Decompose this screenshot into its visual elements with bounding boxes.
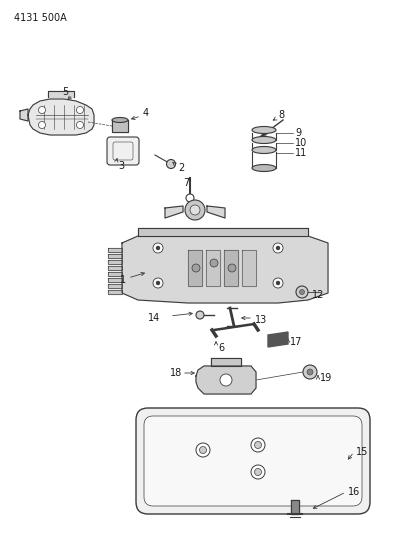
FancyBboxPatch shape — [136, 408, 369, 514]
Polygon shape — [20, 109, 28, 121]
Polygon shape — [196, 366, 255, 394]
Ellipse shape — [112, 117, 128, 123]
Text: 12: 12 — [311, 290, 324, 300]
Ellipse shape — [252, 136, 275, 143]
Polygon shape — [108, 254, 122, 258]
Circle shape — [38, 122, 45, 128]
Circle shape — [38, 107, 45, 114]
Text: 3: 3 — [118, 161, 124, 171]
Circle shape — [254, 469, 261, 475]
Polygon shape — [112, 120, 128, 132]
Circle shape — [299, 289, 304, 295]
Polygon shape — [48, 91, 74, 97]
Polygon shape — [267, 332, 287, 347]
Circle shape — [272, 278, 282, 288]
Circle shape — [155, 246, 160, 250]
Polygon shape — [188, 250, 202, 286]
Polygon shape — [122, 232, 327, 303]
Circle shape — [153, 278, 163, 288]
Circle shape — [199, 447, 206, 454]
Polygon shape — [108, 290, 122, 294]
Circle shape — [184, 200, 204, 220]
Text: 11: 11 — [294, 148, 306, 158]
Circle shape — [189, 205, 200, 215]
Text: 2: 2 — [178, 163, 184, 173]
Text: 8: 8 — [277, 110, 283, 120]
Polygon shape — [108, 260, 122, 264]
Text: 18: 18 — [170, 368, 182, 378]
Text: 5: 5 — [62, 87, 68, 97]
Circle shape — [275, 246, 279, 250]
Circle shape — [166, 159, 175, 168]
Polygon shape — [211, 358, 240, 366]
FancyBboxPatch shape — [107, 137, 139, 165]
Text: 15: 15 — [355, 447, 367, 457]
Circle shape — [155, 281, 160, 285]
Polygon shape — [108, 284, 122, 288]
Circle shape — [196, 443, 209, 457]
Text: 16: 16 — [347, 487, 360, 497]
Ellipse shape — [252, 165, 275, 172]
Text: 10: 10 — [294, 138, 306, 148]
Circle shape — [76, 107, 83, 114]
Circle shape — [209, 259, 218, 267]
Circle shape — [76, 122, 83, 128]
Text: 9: 9 — [294, 128, 300, 138]
Circle shape — [196, 311, 204, 319]
Circle shape — [186, 194, 193, 202]
Polygon shape — [290, 500, 298, 514]
FancyBboxPatch shape — [144, 416, 361, 506]
Polygon shape — [223, 250, 237, 286]
Circle shape — [272, 243, 282, 253]
Polygon shape — [108, 266, 122, 270]
Ellipse shape — [252, 147, 275, 154]
Text: 19: 19 — [319, 373, 331, 383]
Circle shape — [302, 365, 316, 379]
Circle shape — [250, 438, 264, 452]
Polygon shape — [108, 272, 122, 276]
Polygon shape — [108, 248, 122, 252]
Text: 1: 1 — [120, 275, 126, 285]
Text: 4131 500A: 4131 500A — [14, 13, 67, 23]
Text: 6: 6 — [218, 343, 224, 353]
Polygon shape — [28, 99, 94, 135]
Polygon shape — [205, 250, 220, 286]
Circle shape — [295, 286, 307, 298]
Circle shape — [227, 264, 236, 272]
Polygon shape — [164, 206, 182, 218]
Circle shape — [220, 374, 231, 386]
Text: 13: 13 — [254, 315, 267, 325]
Circle shape — [254, 441, 261, 448]
Polygon shape — [138, 228, 307, 236]
Polygon shape — [241, 250, 255, 286]
Circle shape — [250, 465, 264, 479]
Circle shape — [191, 264, 200, 272]
Text: 7: 7 — [182, 178, 189, 188]
Polygon shape — [108, 278, 122, 282]
Circle shape — [153, 243, 163, 253]
Text: 4: 4 — [143, 108, 149, 118]
Ellipse shape — [252, 126, 275, 133]
Text: 17: 17 — [289, 337, 302, 347]
Circle shape — [306, 369, 312, 375]
Text: 14: 14 — [148, 313, 160, 323]
Polygon shape — [207, 206, 225, 218]
Circle shape — [275, 281, 279, 285]
